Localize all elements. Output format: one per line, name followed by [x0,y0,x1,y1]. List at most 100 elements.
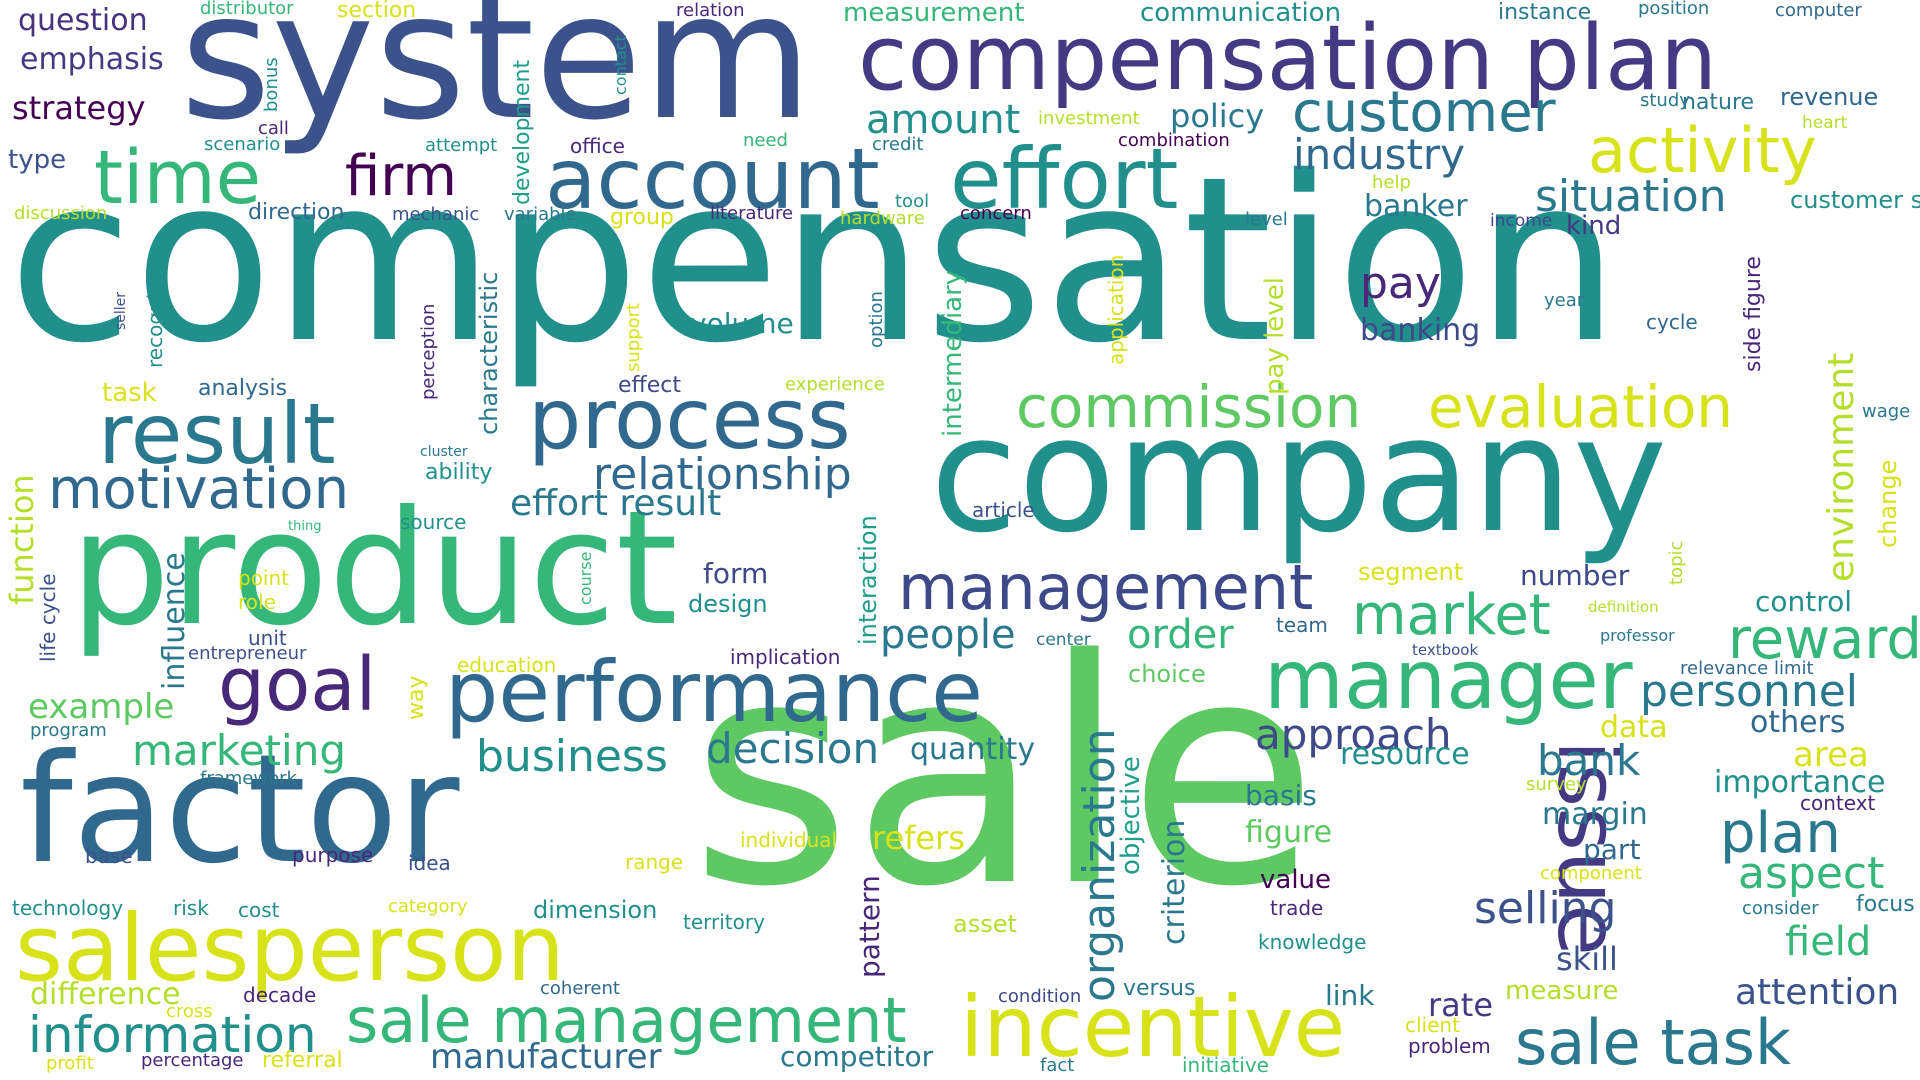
word-topic: topic [1666,540,1687,585]
word-customer: customer [1292,80,1556,145]
word-design: design [688,590,768,618]
word-incentive: incentive [960,978,1346,1076]
word-skill: skill [1556,940,1618,978]
word-profit: profit [46,1053,94,1074]
word-evaluation: evaluation [1428,373,1734,441]
word-cycle: cycle [1646,310,1698,334]
word-nature: nature [1682,90,1755,115]
word-pattern: pattern [853,875,886,978]
word-amount: amount [866,97,1021,143]
word-personnel: personnel [1640,666,1859,717]
word-sale-task: sale task [1515,1006,1791,1079]
word-context: context [1800,791,1876,815]
word-year: year [1544,290,1585,311]
word-type: type [8,145,67,175]
word-tool: tool [895,191,930,212]
word-risk: risk [173,896,209,920]
word-ability: ability [425,460,493,485]
word-base: base [85,844,133,868]
word-problem: problem [1408,1034,1491,1058]
word-function: function [3,474,41,605]
word-unit: unit [248,626,287,650]
word-industry: industry [1293,130,1466,179]
word-call: call [258,118,289,139]
word-information: information [28,1006,317,1064]
word-aspect: aspect [1738,848,1885,899]
word-effort: effort [950,130,1179,228]
word-territory: territory [683,910,765,934]
word-professor: professor [1600,626,1675,645]
word-basis: basis [1245,779,1317,812]
word-combination: combination [1118,130,1230,151]
word-implication: implication [730,645,841,669]
word-relevance-limit: relevance limit [1680,658,1814,679]
word-part: part [1583,833,1641,866]
word-experience: experience [785,374,885,395]
word-center: center [1036,630,1091,650]
word-salesperson: salesperson [15,895,565,1002]
word-initiative: initiative [1182,1053,1269,1077]
word-range: range [625,850,684,874]
word-instance: instance [1498,0,1592,25]
word-business: business [476,731,668,782]
word-wage: wage [1862,401,1911,422]
word-difference: difference [30,977,181,1012]
word-application: application [1104,254,1128,365]
word-hardware: hardware [840,208,925,229]
word-value: value [1260,865,1332,895]
word-bank: bank [1537,736,1641,785]
word-objective: objective [1116,756,1146,875]
word-task: task [102,378,157,408]
word-role: role [238,590,276,614]
word-approach: approach [1255,710,1452,759]
word-bonus: bonus [261,57,282,112]
word-need: need [743,130,788,151]
word-rate: rate [1428,986,1493,1024]
word-mechanic: mechanic [392,204,480,225]
word-manager: manager [1264,633,1633,728]
word-investment: investment [1038,108,1140,129]
word-measure: measure [1505,976,1619,1006]
word-link: link [1325,979,1375,1012]
word-area: area [1793,735,1869,775]
word-product: product [70,477,678,661]
word-system: system [180,0,813,159]
word-discussion: discussion [14,203,108,224]
word-point: point [238,566,290,590]
word-pay: pay [1360,258,1441,309]
word-margin: margin [1542,797,1648,832]
word-pay-level: pay level [1260,277,1290,395]
word-coherent: coherent [540,978,620,999]
word-account: account [545,130,880,228]
word-banking: banking [1360,313,1481,348]
word-condition: condition [998,986,1082,1007]
word-referral: referral [262,1048,343,1073]
word-idea: idea [408,851,451,875]
word-office: office [570,134,625,158]
word-plan: plan [1720,801,1841,866]
word-decision: decision [706,724,880,773]
word-characteristic: characteristic [475,271,503,435]
word-technology: technology [12,896,124,920]
word-form: form [703,557,769,590]
word-level: level [1245,209,1288,230]
word-direction: direction [248,200,345,225]
word-fact: fact [1040,1055,1075,1076]
word-interaction: interaction [854,515,882,645]
word-way: way [404,675,429,721]
word-activity: activity [1588,114,1817,187]
word-market: market [1352,583,1551,648]
word-selling: selling [1474,883,1617,934]
word-versus: versus [1123,976,1196,1001]
word-manufacturer: manufacturer [430,1037,662,1077]
word-control: control [1755,585,1853,618]
word-effect: effect [618,373,681,398]
word-dimension: dimension [533,896,658,924]
word-consider: consider [1742,898,1819,919]
word-performance: performance [445,643,983,741]
word-survey: survey [1526,774,1587,795]
word-distributor: distributor [200,0,294,19]
word-marketing: marketing [132,726,346,775]
word-reward: reward [1728,607,1920,672]
